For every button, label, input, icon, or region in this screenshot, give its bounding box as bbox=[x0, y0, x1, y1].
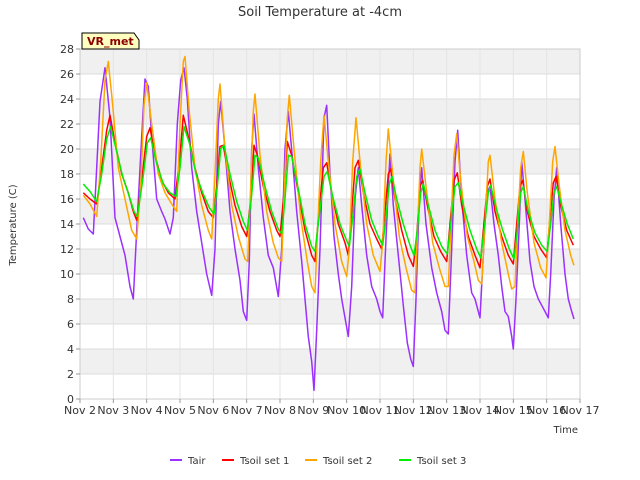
y-axis-label: Temperature (C) bbox=[8, 184, 19, 266]
chart-title: Soil Temperature at -4cm bbox=[238, 5, 402, 20]
y-tick-label: 8 bbox=[67, 293, 74, 306]
y-tick-label: 4 bbox=[67, 343, 74, 356]
series-line-tair bbox=[82, 67, 575, 392]
x-tick-label: Nov 3 bbox=[97, 404, 129, 417]
background-band bbox=[80, 99, 580, 124]
y-tick-label: 12 bbox=[60, 243, 74, 256]
x-tick-label: Nov 2 bbox=[64, 404, 96, 417]
x-tick-label: Nov 9 bbox=[297, 404, 329, 417]
x-tick-label: Nov 12 bbox=[394, 404, 433, 417]
x-tick-label: Nov 7 bbox=[231, 404, 263, 417]
y-tick-label: 24 bbox=[60, 93, 74, 106]
x-tick-label: Nov 5 bbox=[164, 404, 196, 417]
y-tick-label: 16 bbox=[60, 193, 74, 206]
x-tick-label: Nov 11 bbox=[361, 404, 400, 417]
x-tick-label: Nov 8 bbox=[264, 404, 296, 417]
y-tick-label: 28 bbox=[60, 43, 74, 56]
background-band bbox=[80, 74, 580, 99]
background-band bbox=[80, 124, 580, 149]
site-badge-box bbox=[81, 32, 140, 50]
x-tick-label: Nov 10 bbox=[327, 404, 366, 417]
background-band bbox=[80, 324, 580, 349]
legend-label: Tsoil set 3 bbox=[416, 456, 466, 467]
site-badge-label: VR_met bbox=[87, 35, 134, 48]
y-tick-label: 18 bbox=[60, 168, 74, 181]
x-tick-label: Nov 17 bbox=[561, 404, 600, 417]
legend-label: Tsoil set 2 bbox=[322, 456, 372, 467]
y-tick-label: 22 bbox=[60, 118, 74, 131]
x-tick-label: Nov 6 bbox=[197, 404, 229, 417]
y-tick-label: 0 bbox=[67, 393, 74, 406]
y-tick-label: 14 bbox=[60, 218, 74, 231]
background-band bbox=[80, 199, 580, 224]
x-axis-label: Time bbox=[553, 425, 578, 436]
legend-label: Tair bbox=[187, 456, 206, 467]
y-tick-label: 2 bbox=[67, 368, 74, 381]
background-band bbox=[80, 274, 580, 299]
background-band bbox=[80, 299, 580, 324]
series-lines bbox=[82, 55, 575, 392]
x-tick-label: Nov 15 bbox=[494, 404, 533, 417]
y-tick-label: 26 bbox=[60, 68, 74, 81]
x-tick-label: Nov 4 bbox=[131, 404, 163, 417]
x-axis-ticks: Nov 2 Nov 3 Nov 4 Nov 5 Nov 6 Nov 7 Nov 8 Nov 9… bbox=[64, 399, 599, 417]
series-line-tsoil-set-3 bbox=[82, 125, 574, 260]
background-band bbox=[80, 374, 580, 399]
x-tick-label: Nov 16 bbox=[527, 404, 566, 417]
legend-label: Tsoil set 1 bbox=[239, 456, 289, 467]
x-tick-label: Nov 13 bbox=[427, 404, 466, 417]
y-tick-label: 6 bbox=[67, 318, 74, 331]
background-band bbox=[80, 49, 580, 74]
site-badge: VR_met bbox=[81, 32, 140, 50]
background-band bbox=[80, 349, 580, 374]
background-band bbox=[80, 249, 580, 274]
y-tick-label: 10 bbox=[60, 268, 74, 281]
y-tick-label: 20 bbox=[60, 143, 74, 156]
legend: Tair Tsoil set 1 Tsoil set 2 Tsoil set 3 bbox=[170, 456, 466, 467]
x-tick-label: Nov 14 bbox=[461, 404, 500, 417]
